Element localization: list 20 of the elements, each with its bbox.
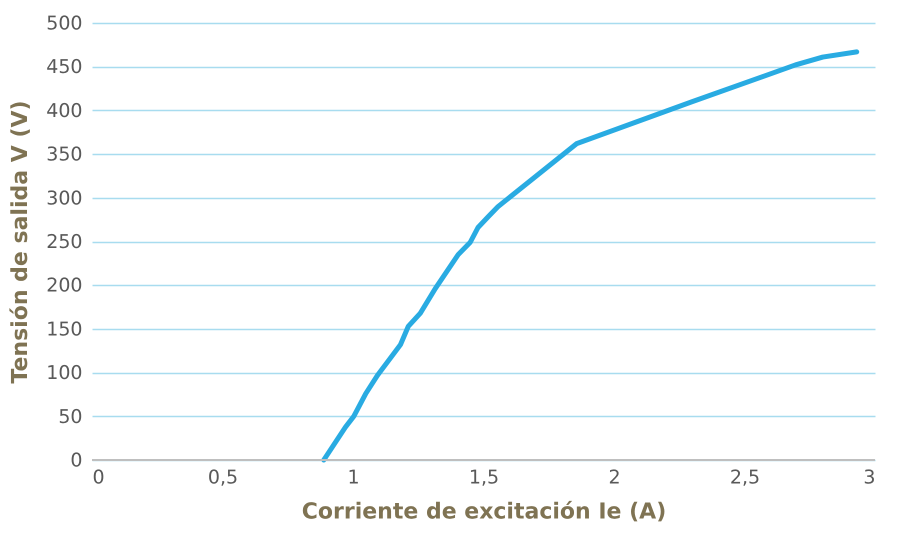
y-tick-label: 150 — [46, 318, 82, 340]
x-tick-label: 3 — [863, 466, 876, 488]
x-tick-label: 1,5 — [468, 466, 500, 488]
y-axis-title: Tensión de salida V (V) — [8, 100, 34, 384]
y-tick-label: 250 — [46, 231, 82, 253]
y-tick-label: 50 — [58, 406, 82, 428]
x-tick-label: 2,5 — [730, 466, 760, 488]
x-tick-label: 0 — [92, 466, 105, 488]
y-tick-label: 350 — [46, 144, 82, 166]
y-tick-label: 500 — [46, 12, 82, 34]
y-tick-label: 100 — [46, 362, 82, 384]
y-tick-label: 0 — [70, 450, 82, 472]
x-tick-label: 2 — [608, 466, 621, 488]
y-tick-label: 400 — [46, 100, 82, 122]
x-tick-label: 1 — [347, 466, 360, 488]
y-tick-label: 200 — [46, 274, 82, 297]
x-tick-label: 0,5 — [208, 466, 238, 488]
x-axis-title: Corriente de excitación Ie (A) — [302, 500, 666, 524]
y-tick-label: 300 — [46, 187, 82, 210]
y-tick-label: 450 — [46, 56, 82, 78]
